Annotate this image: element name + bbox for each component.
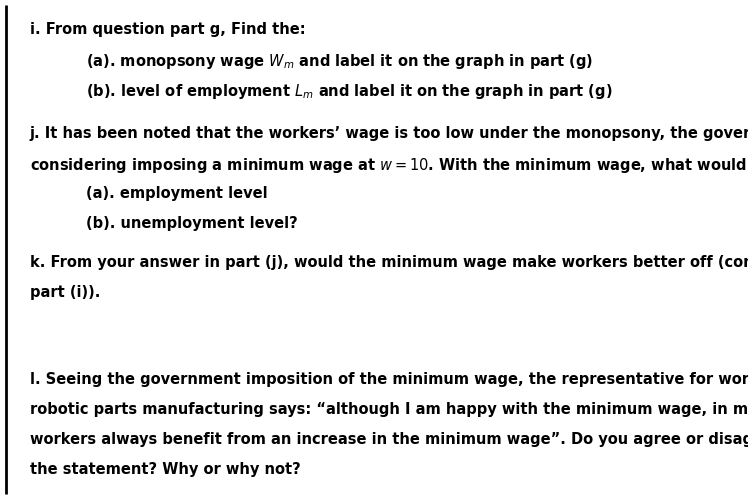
Text: i. From question part g, Find the:: i. From question part g, Find the:: [30, 22, 305, 37]
Text: the statement? Why or why not?: the statement? Why or why not?: [30, 462, 301, 477]
Text: (b). level of employment $L_m$ and label it on the graph in part (g): (b). level of employment $L_m$ and label…: [86, 82, 613, 101]
Text: (a). monopsony wage $W_m$ and label it on the graph in part (g): (a). monopsony wage $W_m$ and label it o…: [86, 52, 593, 71]
Text: j. It has been noted that the workers’ wage is too low under the monopsony, the : j. It has been noted that the workers’ w…: [30, 126, 748, 141]
Text: (a). employment level: (a). employment level: [86, 186, 268, 201]
Text: considering imposing a minimum wage at $w = 10$. With the minimum wage, what wou: considering imposing a minimum wage at $…: [30, 156, 748, 175]
Text: part (i)).: part (i)).: [30, 285, 100, 300]
Text: workers always benefit from an increase in the minimum wage”. Do you agree or di: workers always benefit from an increase …: [30, 432, 748, 447]
Text: l. Seeing the government imposition of the minimum wage, the representative for : l. Seeing the government imposition of t…: [30, 372, 748, 387]
Text: robotic parts manufacturing says: “although I am happy with the minimum wage, in: robotic parts manufacturing says: “altho…: [30, 402, 748, 417]
Text: k. From your answer in part (j), would the minimum wage make workers better off : k. From your answer in part (j), would t…: [30, 255, 748, 270]
Text: (b). unemployment level?: (b). unemployment level?: [86, 216, 298, 231]
